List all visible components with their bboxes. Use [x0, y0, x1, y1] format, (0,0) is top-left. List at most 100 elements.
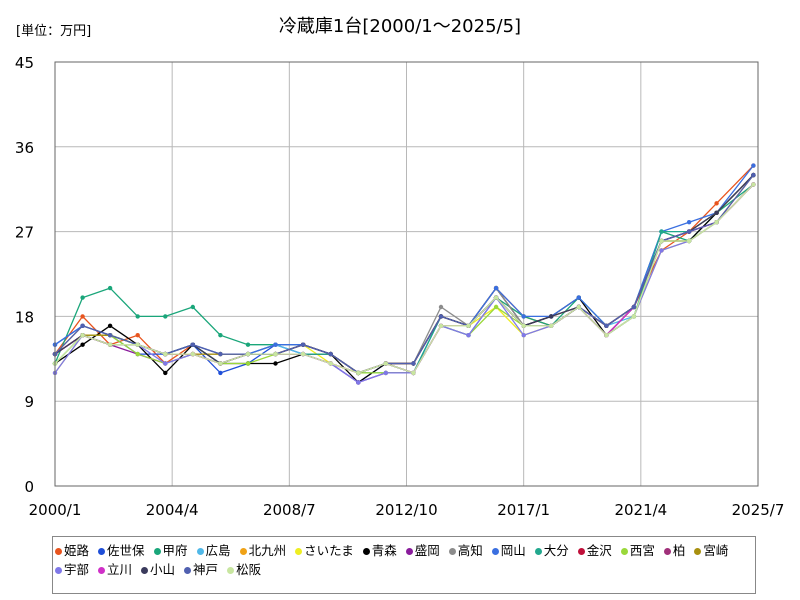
- legend-label: 松阪: [236, 562, 262, 577]
- x-tick-label: 2025/7: [732, 501, 785, 519]
- legend-item: 甲府: [153, 541, 188, 560]
- data-point: [604, 323, 609, 328]
- data-point: [273, 342, 278, 347]
- data-point: [107, 323, 113, 328]
- series-line: [54, 184, 754, 374]
- data-point: [80, 295, 85, 300]
- data-point: [356, 380, 361, 385]
- data-point: [135, 351, 140, 357]
- series-line: [54, 174, 754, 384]
- series-line: [54, 183, 754, 374]
- legend-marker: [184, 567, 192, 574]
- data-point: [383, 370, 388, 376]
- data-point: [659, 238, 664, 244]
- legend-item: 宮崎: [694, 541, 728, 560]
- data-point: [218, 361, 223, 366]
- legend: 姫路 佐世保 甲府 広島 北九州 さいたま 青森 盛岡 高知 岡山 大分 金沢 西宮 柏 宮崎宇部 立川 小山 神…: [52, 536, 756, 594]
- legend-item: 松阪: [227, 560, 261, 579]
- data-point: [411, 370, 416, 376]
- legend-item: 西宮: [620, 541, 655, 560]
- data-point: [493, 304, 499, 310]
- data-point: [163, 351, 168, 357]
- x-tick-label: 2008/7: [263, 501, 316, 519]
- legend-label: 高知: [457, 543, 483, 558]
- legend-marker: [663, 548, 671, 555]
- series-line: [54, 184, 754, 374]
- data-point: [438, 323, 444, 328]
- legend-marker: [55, 567, 62, 574]
- legend-label: 甲府: [162, 543, 188, 558]
- series-line: [54, 184, 754, 374]
- chart-title: 冷蔵庫1台[2000/1～2025/5]: [278, 16, 522, 37]
- plot-frame: [54, 61, 759, 487]
- x-tick-label: 2017/1: [497, 501, 550, 519]
- legend-item: さいたま: [295, 541, 354, 560]
- legend-label: 宮崎: [703, 543, 729, 558]
- data-point: [107, 342, 113, 347]
- series-line: [54, 184, 754, 374]
- data-point: [576, 304, 581, 310]
- y-tick-label: 9: [24, 393, 34, 411]
- data-point: [659, 248, 664, 253]
- legend-item: 広島: [196, 541, 231, 560]
- series-line: [54, 174, 754, 384]
- legend-marker: [448, 548, 456, 555]
- series-松阪: [52, 182, 756, 376]
- x-tick-label: 2012/10: [375, 501, 437, 519]
- legend-label: 立川: [107, 562, 133, 577]
- legend-marker: [141, 567, 149, 574]
- gridlines: [55, 62, 758, 486]
- data-point: [80, 342, 85, 347]
- data-point: [356, 370, 361, 376]
- data-point: [521, 314, 526, 319]
- y-tick-label: 45: [15, 54, 34, 72]
- data-point: [273, 351, 278, 357]
- legend-item: 大分: [534, 541, 569, 560]
- data-point: [273, 361, 278, 366]
- data-point: [245, 351, 251, 357]
- data-point: [383, 361, 388, 366]
- data-point: [521, 323, 526, 328]
- legend-item: 柏: [663, 541, 685, 560]
- data-point: [190, 304, 195, 310]
- legend-label: 広島: [205, 543, 231, 558]
- legend-marker: [98, 548, 106, 555]
- legend-item: 佐世保: [98, 541, 145, 560]
- series-line: [54, 174, 754, 374]
- legend-item: 小山: [141, 560, 175, 579]
- data-point: [686, 229, 692, 234]
- legend-label: 岡山: [500, 543, 526, 558]
- data-point: [751, 182, 756, 187]
- data-point: [135, 314, 140, 319]
- data-point: [163, 370, 168, 376]
- y-tick-label: 18: [15, 308, 34, 326]
- legend-label: さいたま: [304, 543, 354, 558]
- legend-label: 金沢: [586, 543, 612, 558]
- legend-marker: [491, 548, 499, 555]
- data-point: [300, 342, 306, 347]
- data-point: [218, 370, 223, 376]
- data-point: [300, 351, 306, 357]
- data-point: [135, 342, 140, 347]
- legend-marker: [534, 548, 542, 555]
- data-point: [493, 285, 499, 291]
- y-tick-label: 0: [24, 478, 34, 496]
- data-point: [714, 210, 719, 215]
- legend-label: 姫路: [64, 543, 90, 558]
- x-tick-label: 2021/4: [614, 501, 667, 519]
- series-line: [54, 184, 754, 374]
- data-point: [328, 351, 333, 357]
- legend-item: 姫路: [55, 541, 89, 560]
- y-tick-label: 27: [15, 224, 34, 242]
- legend-label: 佐世保: [107, 543, 145, 558]
- legend-marker: [55, 548, 62, 555]
- data-point: [163, 314, 168, 319]
- data-point: [438, 314, 444, 319]
- legend-item: 盛岡: [405, 541, 440, 560]
- legend-marker: [694, 548, 702, 555]
- data-point: [163, 361, 168, 366]
- data-point: [218, 351, 223, 357]
- legend-marker: [362, 548, 370, 555]
- legend-marker: [227, 567, 235, 574]
- data-point: [190, 351, 195, 357]
